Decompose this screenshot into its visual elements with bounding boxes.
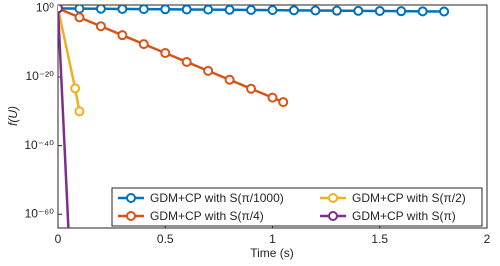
x-tick-label: 2 [484, 232, 491, 246]
y-tick-label: 10⁰ [36, 1, 54, 15]
data-point [138, 5, 149, 15]
data-point [267, 5, 278, 16]
data-point [117, 5, 128, 14]
data-point [160, 5, 171, 15]
data-point [95, 21, 106, 32]
data-point [74, 106, 85, 117]
legend-marker [126, 211, 136, 221]
y-tick-label: 10⁻⁶⁰ [25, 206, 55, 220]
y-axis-label: f(U) [6, 106, 20, 126]
data-point [288, 5, 299, 16]
x-axis-label: Time (s) [250, 246, 294, 260]
x-tick-label: 1 [269, 232, 276, 246]
x-tick-label: 1.5 [371, 232, 388, 246]
series-group [58, 5, 450, 239]
data-point [65, 231, 73, 239]
data-point [181, 56, 192, 67]
x-tick-label: 0.5 [157, 232, 174, 246]
data-point [417, 6, 428, 17]
data-point [224, 74, 235, 85]
legend-marker [328, 211, 338, 221]
data-point [117, 30, 128, 41]
data-point [439, 6, 450, 17]
data-point [246, 5, 257, 15]
data-point [138, 39, 149, 50]
data-point [224, 5, 235, 15]
y-tick-label: 10⁻²⁰ [26, 69, 55, 83]
data-point [310, 5, 321, 16]
data-point [160, 48, 171, 59]
data-point [181, 5, 192, 15]
legend-label: GDM+CP with S(π) [352, 209, 456, 223]
data-point [74, 12, 85, 23]
x-tick-label: 0 [55, 232, 62, 246]
data-point [353, 5, 364, 16]
legend-marker [126, 193, 136, 203]
data-point [396, 6, 407, 17]
legend-label: GDM+CP with S(π/1000) [150, 191, 284, 205]
legend-label: GDM+CP with S(π/4) [150, 209, 264, 223]
data-point [95, 5, 106, 14]
legend-marker [328, 193, 338, 203]
legend-label: GDM+CP with S(π/2) [352, 191, 466, 205]
data-point [74, 5, 85, 14]
data-point [331, 5, 342, 16]
data-point [203, 65, 214, 76]
data-point [374, 6, 385, 17]
data-point [70, 83, 81, 94]
y-tick-label: 10⁻⁴⁰ [24, 138, 54, 152]
data-point [246, 83, 257, 94]
data-point [58, 5, 63, 14]
series-line [58, 8, 70, 228]
data-point [267, 92, 278, 103]
data-point [203, 5, 214, 15]
data-point [278, 97, 289, 108]
legend-box [111, 187, 483, 227]
